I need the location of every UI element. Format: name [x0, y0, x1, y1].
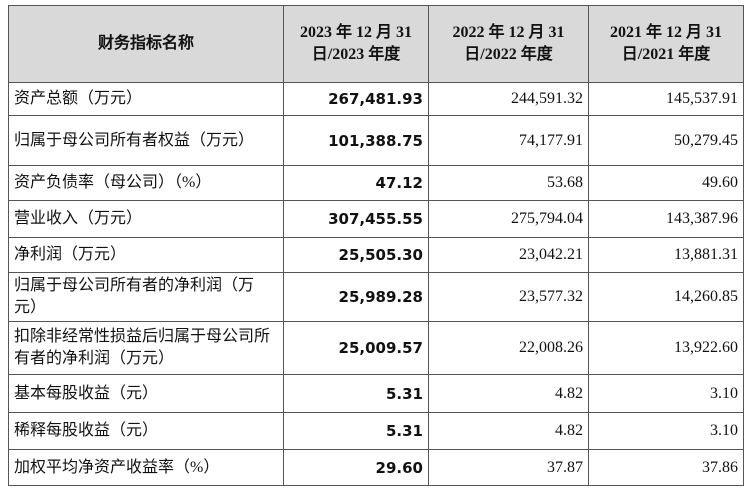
row-label: 资产负债率（母公司）（%） [8, 165, 284, 201]
value-cell: 3.10 [588, 374, 744, 413]
row-label: 扣除非经常性损益后归属于母公司所有者的净利润（万元） [8, 321, 284, 375]
value-cell: 14,260.85 [588, 272, 744, 322]
table-row: 归属于母公司所有者的净利润（万元） 25,989.28 23,577.32 14,26… [8, 272, 744, 322]
table-container: 财务指标名称 2023 年 12 月 31 日/2023 年度 2022 年 12 … [8, 5, 744, 486]
header-row: 财务指标名称 2023 年 12 月 31 日/2023 年度 2022 年 12 … [8, 5, 744, 83]
row-label: 基本每股收益（元） [8, 374, 284, 413]
value-cell: 3.10 [588, 412, 744, 450]
value-cell: 29.60 [283, 449, 429, 486]
value-cell: 25,989.28 [283, 272, 429, 322]
value-cell: 47.12 [283, 165, 429, 201]
row-label: 营业收入（万元） [8, 200, 284, 238]
table-row: 资产总额（万元） 267,481.93 244,591.32 145,537.91 [8, 82, 744, 116]
header-cell: 财务指标名称 [8, 5, 284, 83]
value-cell: 5.31 [283, 374, 429, 413]
value-cell: 101,388.75 [283, 115, 429, 166]
row-label: 归属于母公司所有者权益（万元） [8, 115, 284, 166]
table-row: 扣除非经常性损益后归属于母公司所有者的净利润（万元） 25,009.57 22,00… [8, 321, 744, 375]
row-label: 加权平均净资产收益率（%） [8, 449, 284, 486]
table-row: 营业收入（万元） 307,455.55 275,794.04 143,387.96 [8, 200, 744, 238]
value-cell: 23,577.32 [428, 272, 589, 322]
row-label: 净利润（万元） [8, 237, 284, 273]
value-cell: 13,922.60 [588, 321, 744, 375]
header-cell: 2021 年 12 月 31 日/2021 年度 [588, 5, 744, 83]
value-cell: 275,794.04 [428, 200, 589, 238]
value-cell: 4.82 [428, 412, 589, 450]
table-row: 加权平均净资产收益率（%） 29.60 37.87 37.86 [8, 449, 744, 486]
table-row: 归属于母公司所有者权益（万元） 101,388.75 74,177.91 50,279… [8, 115, 744, 166]
row-label: 资产总额（万元） [8, 82, 284, 116]
value-cell: 53.68 [428, 165, 589, 201]
table-row: 净利润（万元） 25,505.30 23,042.21 13,881.31 [8, 237, 744, 273]
value-cell: 37.86 [588, 449, 744, 486]
value-cell: 5.31 [283, 412, 429, 450]
table-row: 基本每股收益（元） 5.31 4.82 3.10 [8, 374, 744, 413]
value-cell: 145,537.91 [588, 82, 744, 116]
value-cell: 50,279.45 [588, 115, 744, 166]
value-cell: 13,881.31 [588, 237, 744, 273]
value-cell: 49.60 [588, 165, 744, 201]
financial-table: 财务指标名称 2023 年 12 月 31 日/2023 年度 2022 年 12 … [8, 5, 744, 486]
value-cell: 23,042.21 [428, 237, 589, 273]
header-cell: 2022 年 12 月 31 日/2022 年度 [428, 5, 589, 83]
value-cell: 4.82 [428, 374, 589, 413]
table-row: 稀释每股收益（元） 5.31 4.82 3.10 [8, 412, 744, 450]
value-cell: 244,591.32 [428, 82, 589, 116]
table-row: 资产负债率（母公司）（%） 47.12 53.68 49.60 [8, 165, 744, 201]
value-cell: 25,505.30 [283, 237, 429, 273]
value-cell: 267,481.93 [283, 82, 429, 116]
value-cell: 74,177.91 [428, 115, 589, 166]
row-label: 稀释每股收益（元） [8, 412, 284, 450]
value-cell: 307,455.55 [283, 200, 429, 238]
header-cell: 2023 年 12 月 31 日/2023 年度 [283, 5, 429, 83]
value-cell: 25,009.57 [283, 321, 429, 375]
row-label: 归属于母公司所有者的净利润（万元） [8, 272, 284, 322]
value-cell: 143,387.96 [588, 200, 744, 238]
value-cell: 22,008.26 [428, 321, 589, 375]
value-cell: 37.87 [428, 449, 589, 486]
